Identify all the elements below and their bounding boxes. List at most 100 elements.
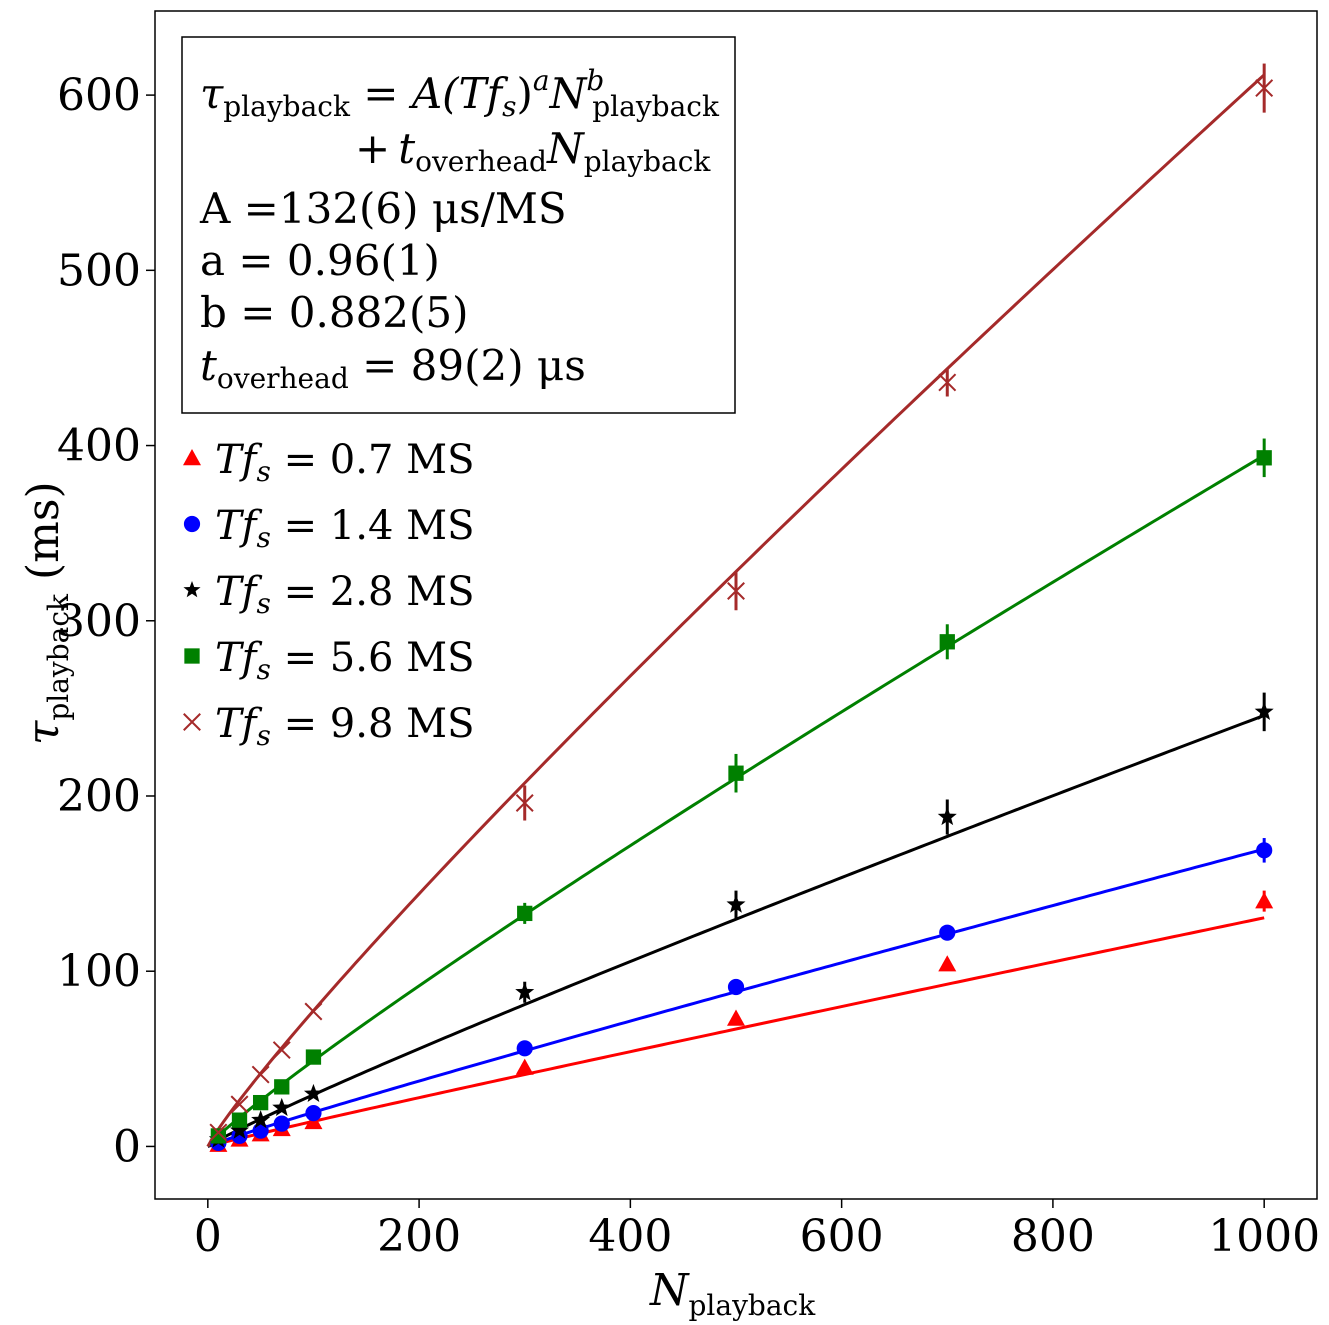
eq-s-sub: s [502, 90, 516, 123]
eq-equals: = [350, 69, 412, 118]
data-point [515, 982, 535, 1001]
x-tick-label: 1000 [1208, 1211, 1320, 1262]
legend-marker [183, 449, 201, 466]
eq-t: t [398, 124, 415, 173]
legend-marker [184, 648, 200, 664]
legend-marker [183, 713, 201, 731]
x-axis: 0 200 400 600 800 1000 [194, 1199, 1320, 1262]
legend-label: Tfs = 2.8 MS [215, 569, 475, 620]
data-point [252, 1094, 269, 1111]
data-point [210, 1128, 227, 1144]
data-point [727, 582, 745, 600]
annotation-line-2: + toverheadNplayback [355, 124, 711, 178]
annotation-line-6: toverhead = 89(2) μs [200, 341, 586, 395]
legend-label: Tfs = 9.8 MS [215, 701, 475, 752]
data-point [272, 1097, 292, 1116]
legend-label: Tfs = 1.4 MS [215, 503, 475, 554]
fit-line [206, 73, 1266, 1148]
data-point [939, 634, 955, 650]
eq-N-sub: playback [592, 90, 720, 123]
data-point [515, 1058, 534, 1075]
y-axis-title: τplayback (ms) [18, 481, 75, 745]
legend-label-sub: s [256, 587, 270, 620]
legend-label-value: = 5.6 MS [271, 635, 475, 681]
legend-label-value: = 9.8 MS [271, 701, 475, 747]
y-tick-label: 600 [57, 70, 141, 121]
y-axis-title-sub: playback [42, 593, 75, 721]
eq-N: N [549, 69, 588, 118]
legend-label-sub: s [256, 521, 270, 554]
data-point [937, 807, 957, 826]
x-axis-title-main: N [649, 1265, 690, 1316]
legend-label-prefix: Tf [215, 635, 263, 681]
data-point [1254, 701, 1274, 720]
data-point [274, 1079, 290, 1095]
data-point [1255, 79, 1274, 98]
eq-exp-b: b [586, 64, 604, 97]
eq-tau-sub: playback [223, 90, 351, 123]
legend-label: Tfs = 5.6 MS [215, 635, 475, 686]
data-point [252, 1122, 269, 1139]
data-point [251, 1065, 270, 1084]
data-point [938, 955, 957, 972]
legend-label-sub: s [256, 653, 270, 686]
x-tick-label: 400 [588, 1211, 672, 1262]
legend-label-value: = 1.4 MS [271, 503, 475, 549]
data-point [230, 1095, 249, 1114]
data-point [516, 1040, 533, 1057]
y-tick-label: 200 [57, 771, 141, 822]
eq-A-Tf: A(Tf [408, 69, 509, 118]
annotation-line-5: b = 0.882(5) [200, 288, 469, 337]
legend-label-prefix: Tf [215, 437, 263, 483]
legend-marker [183, 581, 201, 598]
x-tick-label: 0 [194, 1211, 222, 1262]
data-point [305, 1049, 322, 1065]
data-point [305, 1105, 322, 1122]
data-point [1255, 892, 1274, 909]
eq-N2-sub: playback [584, 145, 712, 178]
y-axis-title-unit-text: (ms) [18, 481, 69, 580]
data-point [517, 905, 533, 922]
data-point [231, 1112, 248, 1128]
data-markers [208, 79, 1274, 1152]
data-point [728, 765, 744, 781]
legend-label-value: = 2.8 MS [271, 569, 475, 615]
y-axis: 0 100 200 300 400 500 600 [57, 70, 155, 1172]
y-axis-title-unit [18, 580, 69, 594]
data-point [1256, 450, 1272, 466]
legend-label-sub: s [256, 455, 270, 488]
eq-t-overhead-value: = 89(2) μs [349, 341, 586, 390]
x-axis-title-sub: playback [689, 1289, 817, 1322]
eq-exp-a: a [533, 64, 550, 97]
x-tick-label: 800 [1011, 1211, 1095, 1262]
legend-label-prefix: Tf [215, 569, 263, 615]
eq-N2: N [546, 124, 585, 173]
legend-marker [183, 515, 201, 533]
data-point [939, 924, 956, 941]
annotation-line-1: τplayback = A(Tfs)aNb playback [200, 64, 720, 123]
data-point [273, 1115, 290, 1132]
data-point [726, 894, 746, 913]
eq-paren: ) [516, 69, 532, 118]
legend-label-prefix: Tf [215, 503, 263, 549]
legend-label: Tfs = 0.7 MS [215, 437, 475, 488]
data-point [938, 373, 957, 392]
data-point [251, 1110, 271, 1129]
eq-tau: τ [200, 69, 224, 118]
annotation-line-4: a = 0.96(1) [200, 236, 440, 285]
legend-label-sub: s [256, 719, 270, 752]
data-point [209, 1123, 228, 1142]
y-tick-label: 500 [57, 245, 141, 296]
data-point [272, 1041, 291, 1060]
data-point [727, 1009, 745, 1026]
data-point [303, 1083, 323, 1102]
legend-label-value: = 0.7 MS [271, 437, 475, 483]
legend-label-prefix: Tf [215, 701, 263, 747]
eq-t-sub: overhead [415, 145, 547, 178]
y-tick-label: 400 [57, 421, 141, 472]
eq-plus: + [355, 124, 390, 173]
data-point [727, 978, 745, 996]
annotation-line-3: A =132(6) μs/MS [199, 184, 567, 233]
